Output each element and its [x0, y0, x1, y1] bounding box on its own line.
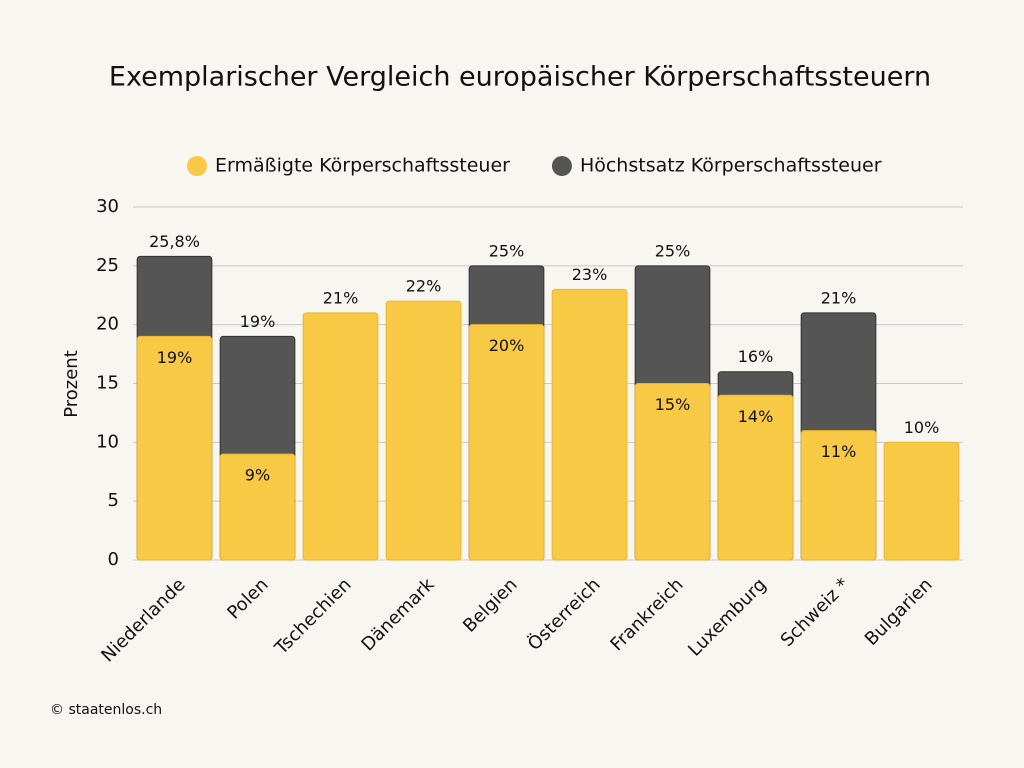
value-label: 25%	[655, 241, 691, 260]
chart-title: Exemplarischer Vergleich europäischer Kö…	[109, 62, 931, 93]
value-label: 22%	[406, 277, 442, 296]
y-tick-label: 20	[96, 314, 119, 335]
value-label: 14%	[738, 407, 774, 426]
value-label: 20%	[489, 336, 525, 355]
y-tick-label: 30	[96, 196, 119, 217]
bar	[551, 288, 628, 561]
y-tick-label: 0	[108, 549, 119, 570]
value-label: 10%	[904, 418, 940, 437]
bar	[385, 300, 462, 561]
y-tick-label: 15	[96, 373, 119, 394]
value-label: 23%	[572, 265, 608, 284]
value-label: 16%	[738, 347, 774, 366]
value-label: 21%	[323, 288, 359, 307]
value-label: 19%	[240, 312, 276, 331]
y-tick-label: 5	[108, 490, 119, 511]
value-label: 21%	[821, 288, 857, 307]
legend-label: Ermäßigte Körperschaftssteuer	[215, 155, 510, 177]
bar	[883, 441, 960, 561]
value-label: 25,8%	[149, 232, 200, 251]
bar	[717, 394, 794, 561]
y-tick-label: 10	[96, 431, 119, 452]
bar	[136, 335, 213, 561]
value-label: 9%	[245, 466, 270, 485]
y-tick-label: 25	[96, 255, 119, 276]
legend-marker	[187, 156, 207, 176]
bar	[468, 324, 545, 561]
value-label: 15%	[655, 395, 691, 414]
legend-marker	[551, 156, 572, 176]
y-axis-label: Prozent	[61, 350, 82, 418]
value-label: 19%	[157, 348, 193, 367]
bar	[219, 453, 296, 561]
bar	[800, 430, 877, 561]
bar	[634, 383, 711, 561]
value-label: 11%	[821, 442, 857, 461]
source: © staatenlos.ch	[50, 702, 162, 718]
legend-label: Höchstsatz Körperschaftssteuer	[580, 155, 882, 177]
bar	[302, 312, 379, 561]
value-label: 25%	[489, 241, 525, 260]
